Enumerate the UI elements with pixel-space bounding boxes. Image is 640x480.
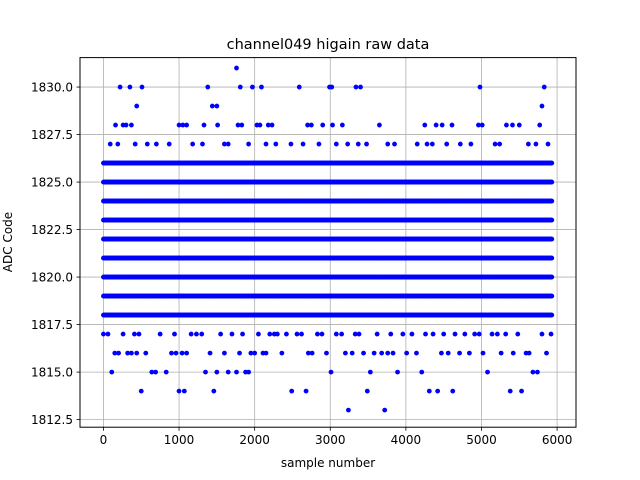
data-point <box>549 293 555 299</box>
data-point <box>549 274 555 280</box>
data-points <box>101 65 555 413</box>
data-point <box>549 217 555 223</box>
data-point <box>549 312 555 318</box>
data-point <box>549 255 555 261</box>
data-point <box>549 236 555 242</box>
data-point <box>549 179 555 185</box>
data-point <box>549 198 555 204</box>
